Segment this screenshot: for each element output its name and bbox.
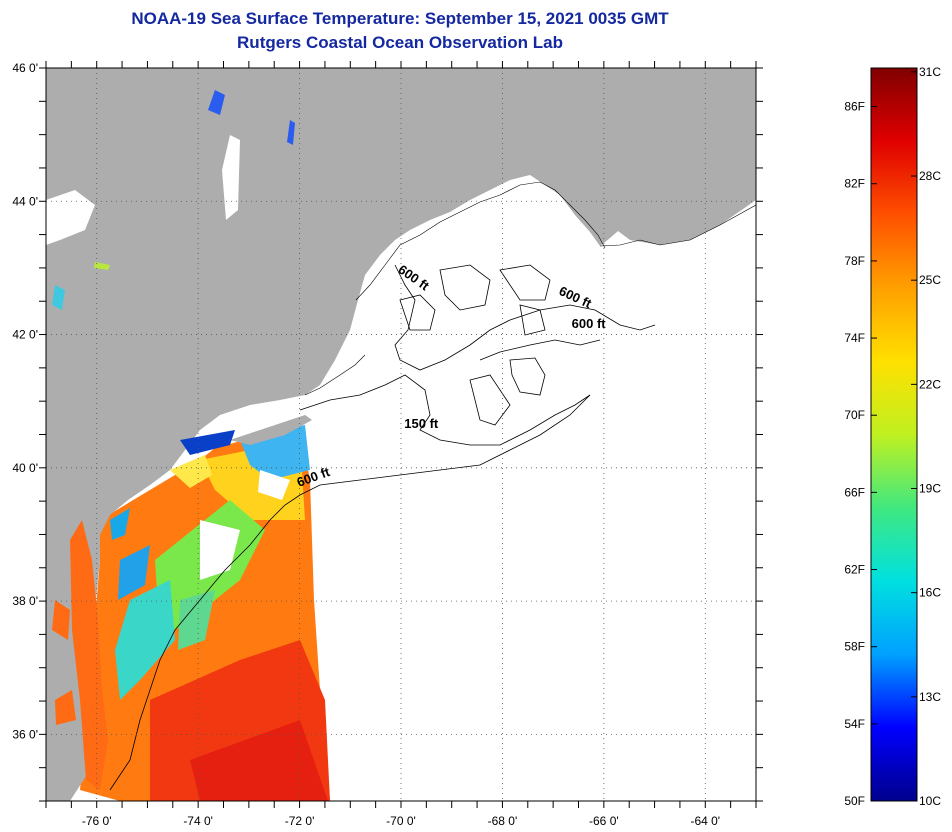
latitude-labels: 46 0' 44 0' 42 0' 40 0' 38 0' 36 0'	[12, 61, 38, 741]
colorbar-fahrenheit-labels: 50F 54F 58F 62F 66F 70F 74F 78F 82F 86F	[844, 100, 877, 808]
lon-label: -72 0'	[285, 814, 315, 828]
colorbar-c-label: 31C	[919, 65, 941, 79]
graticule	[46, 67, 756, 801]
contour-150ft	[299, 374, 591, 446]
colorbar-f-label: 74F	[844, 331, 865, 345]
colorbar-f-label: 82F	[844, 177, 865, 191]
bathymetry-contours	[109, 264, 656, 791]
lat-label: 44 0'	[12, 194, 38, 208]
colorbar-c-label: 13C	[919, 690, 941, 704]
lon-label: -68 0'	[488, 814, 518, 828]
sst-swath	[80, 425, 330, 801]
map-subtitle: Rutgers Coastal Ocean Observation Lab	[237, 33, 563, 52]
colorbar-c-label: 16C	[919, 586, 941, 600]
lon-label: -70 0'	[386, 814, 416, 828]
colorbar	[870, 67, 918, 802]
lat-label: 42 0'	[12, 328, 38, 342]
chesapeake-bay	[52, 508, 130, 790]
map-frame	[45, 67, 757, 802]
colorbar-c-label: 22C	[919, 377, 941, 391]
colorbar-c-label: 19C	[919, 482, 941, 496]
contour-label: 600 ft	[572, 316, 607, 331]
colorbar-f-label: 58F	[844, 640, 865, 654]
lon-label: -64 0'	[690, 814, 720, 828]
land	[46, 68, 756, 801]
colorbar-f-label: 70F	[844, 408, 865, 422]
contour-600ft-gulf	[394, 264, 656, 371]
colorbar-c-label: 25C	[919, 273, 941, 287]
colorbar-f-label: 50F	[844, 794, 865, 808]
colorbar-c-label: 10C	[919, 794, 941, 808]
colorbar-f-label: 86F	[844, 100, 865, 114]
colorbar-f-label: 78F	[844, 254, 865, 268]
inland-water	[46, 90, 295, 455]
contour-600ft-shelf	[109, 394, 591, 791]
colorbar-f-label: 54F	[844, 717, 865, 731]
colorbar-celsius-labels: 10C 13C 16C 19C 22C 25C 28C 31C	[911, 65, 941, 808]
coastline-detail	[304, 181, 756, 396]
lat-label: 36 0'	[12, 727, 38, 741]
lat-label: 38 0'	[12, 594, 38, 608]
colorbar-c-label: 28C	[919, 169, 941, 183]
longitude-labels: -76 0' -74 0' -72 0' -70 0' -68 0' -66 0' -64 …	[82, 814, 720, 828]
lat-label: 40 0'	[12, 461, 38, 475]
lon-label: -76 0'	[82, 814, 112, 828]
lon-label: -74 0'	[183, 814, 213, 828]
contour-label: 150 ft	[404, 416, 439, 431]
lat-label: 46 0'	[12, 61, 38, 75]
colorbar-f-label: 66F	[844, 485, 865, 499]
axis-ticks	[39, 61, 763, 808]
lon-label: -66 0'	[589, 814, 619, 828]
map-title: NOAA-19 Sea Surface Temperature: Septemb…	[131, 9, 669, 28]
colorbar-f-label: 62F	[844, 563, 865, 577]
